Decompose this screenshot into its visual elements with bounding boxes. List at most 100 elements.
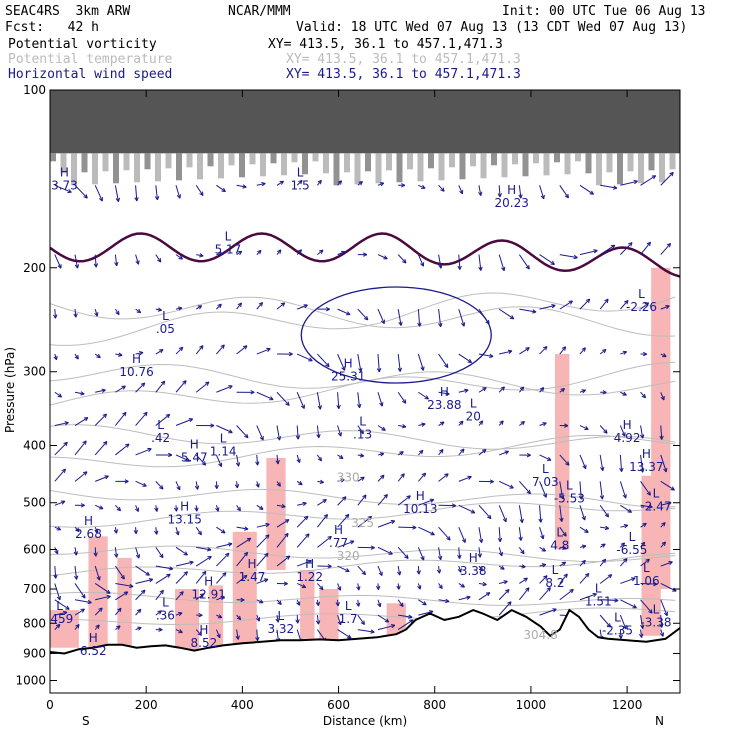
low-wind-shading: [641, 475, 661, 636]
wind-vector-head: [622, 350, 628, 355]
wind-vector-head: [140, 382, 146, 387]
wind-vector: [438, 254, 442, 269]
y-tick-label: 900: [23, 646, 46, 660]
wind-vector-head: [198, 612, 203, 618]
wind-vector-head: [55, 623, 61, 629]
wind-vector: [559, 300, 573, 310]
y-tick-label: 200: [23, 261, 46, 275]
extremum-value: 4.92: [614, 431, 641, 445]
wind-vector: [397, 254, 407, 264]
wind-vector: [94, 607, 103, 616]
wind-vector-head: [63, 441, 68, 447]
wind-vector-head: [341, 366, 346, 371]
wind-vector-head: [317, 405, 322, 410]
y-tick-label: 800: [23, 616, 46, 630]
wind-vector-head: [157, 307, 162, 312]
extremum-value: 3.32: [267, 622, 294, 636]
extremum-marker: L: [157, 418, 164, 432]
wind-vector: [114, 565, 125, 580]
extremum-value: 20.23: [494, 196, 528, 210]
wind-vector: [620, 599, 637, 609]
wind-vector-head: [295, 435, 301, 440]
wind-vector: [337, 540, 355, 548]
wind-vector-head: [461, 538, 466, 543]
wind-vector-head: [185, 457, 191, 462]
wind-vector: [54, 500, 66, 506]
wind-vector-head: [136, 308, 142, 314]
wind-vector-head: [380, 474, 385, 480]
wind-vector: [660, 454, 667, 473]
wind-vector-head: [235, 462, 241, 467]
wind-vector-head: [559, 517, 564, 522]
wind-vector-head: [525, 265, 530, 270]
wind-vector: [498, 527, 501, 542]
wind-vector-head: [221, 187, 226, 193]
wind-vector-head: [93, 552, 98, 557]
wind-vector-head: [336, 404, 341, 410]
wind-vector: [195, 629, 202, 636]
wind-vector-head: [157, 258, 162, 263]
wind-vector-head: [308, 357, 313, 362]
wind-vector-head: [523, 577, 528, 582]
extremum-marker: H: [344, 356, 353, 370]
extremum-marker: H: [60, 165, 69, 179]
wind-vector: [296, 179, 303, 186]
wind-vector-head: [207, 555, 212, 561]
low-wind-shading: [554, 354, 570, 550]
wind-vector-head: [73, 313, 78, 318]
wind-vector: [599, 298, 609, 310]
wind-vector-head: [325, 306, 331, 312]
wind-vector: [276, 454, 279, 465]
wind-vector: [195, 345, 204, 355]
pv-shading: [554, 153, 560, 163]
wind-vector-head: [663, 611, 668, 617]
extremum-value: 13.15: [167, 512, 201, 526]
wind-vector: [599, 349, 607, 355]
wind-vector: [155, 349, 164, 355]
wind-vector-head: [669, 171, 674, 177]
pv-shading: [323, 153, 329, 174]
extremum-marker: L: [595, 582, 602, 596]
pv-shading: [281, 153, 287, 176]
left-endpoint-label: S: [82, 714, 90, 728]
pv-shading: [386, 153, 392, 171]
extremum-marker: H: [190, 438, 199, 452]
wind-vector-head: [337, 586, 342, 591]
wind-vector: [256, 182, 266, 186]
wind-vector: [438, 449, 444, 456]
extremum-marker: L: [345, 599, 352, 613]
pv-shading: [627, 153, 634, 172]
wind-vector: [175, 591, 184, 601]
wind-vector: [155, 380, 166, 393]
extremum-value: 1.47: [239, 570, 266, 584]
wind-vector-head: [53, 355, 58, 361]
wind-vector-head: [221, 529, 226, 534]
wind-vector-head: [640, 624, 645, 629]
wind-vector-head: [639, 434, 645, 439]
wind-vector: [458, 389, 469, 393]
pv-shading: [501, 153, 508, 178]
wind-vector-head: [378, 571, 383, 576]
wind-vector-head: [215, 507, 220, 512]
wind-vector-head: [644, 302, 650, 307]
wind-vector-head: [259, 505, 264, 510]
wind-vector-head: [265, 534, 270, 539]
pv-shading: [228, 153, 235, 166]
wind-vector-head: [301, 584, 307, 589]
wind-vector: [377, 308, 385, 324]
wind-vector: [256, 348, 271, 355]
wind-vector-head: [335, 602, 340, 607]
wind-vector-head: [341, 496, 347, 501]
valid-time: Valid: 18 UTC Wed 07 Aug 13 (13 CDT Wed …: [296, 20, 688, 35]
wind-vector-head: [359, 453, 365, 458]
wind-vector-head: [363, 315, 369, 321]
wind-vector-head: [106, 589, 111, 594]
wind-vector: [175, 380, 187, 393]
wind-vector-head: [296, 601, 301, 606]
wind-vector: [539, 346, 548, 355]
wind-vector-head: [367, 515, 373, 521]
wind-vector-head: [619, 467, 624, 472]
wind-vector: [640, 241, 651, 255]
wind-vector: [660, 583, 677, 592]
wind-vector: [397, 565, 401, 576]
